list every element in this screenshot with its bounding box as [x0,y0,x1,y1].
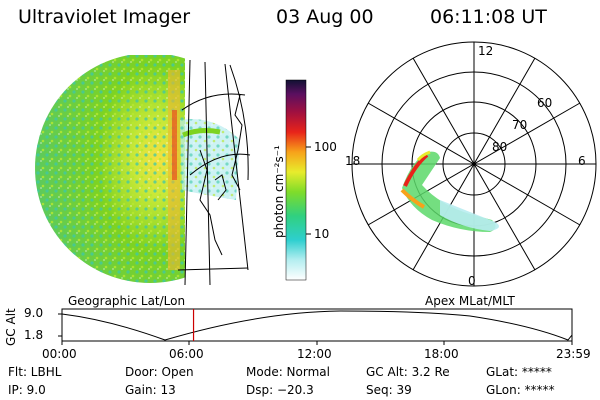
gc-alt-xtick-1200: 12:00 [297,347,332,361]
image-date: 03 Aug 00 [276,6,374,28]
status-door: Door: Open [125,365,194,379]
status-mode: Mode: Normal [246,365,330,379]
status-gc-alt: GC Alt: 3.2 Re [366,365,450,379]
status-seq: Seq: 39 [366,383,412,397]
image-time: 06:11:08 UT [430,6,547,28]
colorbar-tick-10: 10 [314,227,330,241]
mlt-label-6: 6 [578,154,586,168]
polar-aurora [400,150,499,232]
gc-alt-xtick-2359: 23:59 [556,347,591,361]
mlat-label-60: 60 [537,96,553,110]
projection-label-geographic: Geographic Lat/Lon [68,294,186,308]
polar-mlat-mlt-plot [351,41,597,287]
mlat-label-80: 80 [492,140,508,154]
status-ip: IP: 9.0 [8,383,46,397]
gc-alt-ytick-1.8: 1.8 [24,328,44,342]
mlt-label-0: 0 [468,274,476,288]
gc-alt-xtick-1800: 18:00 [424,347,459,361]
status-glat: GLat: ***** [486,365,552,379]
colorbar-unit-label: photon cm⁻²s⁻¹ [272,145,286,238]
status-dsp: Dsp: −20.3 [246,383,314,397]
mlt-label-12: 12 [478,44,494,58]
gc-alt-ytick-9: 9.0 [24,306,44,320]
status-gain: Gain: 13 [125,383,176,397]
gc-alt-xtick-0000: 00:00 [42,347,77,361]
colorbar [285,79,307,281]
geographic-grid [177,59,251,286]
status-filter: Flt: LBHL [8,365,62,379]
instrument-title: Ultraviolet Imager [18,6,191,28]
colorbar-tick-100: 100 [314,140,337,154]
gc-alt-xtick-0600: 06:00 [169,347,204,361]
gc-alt-plot [58,308,573,345]
status-glon: GLon: ***** [486,383,555,397]
gc-alt-axis-label: GC Alt [4,308,18,346]
projection-label-apex: Apex MLat/MLT [425,294,515,308]
mlat-label-70: 70 [512,118,528,132]
mlt-label-18: 18 [345,154,361,168]
